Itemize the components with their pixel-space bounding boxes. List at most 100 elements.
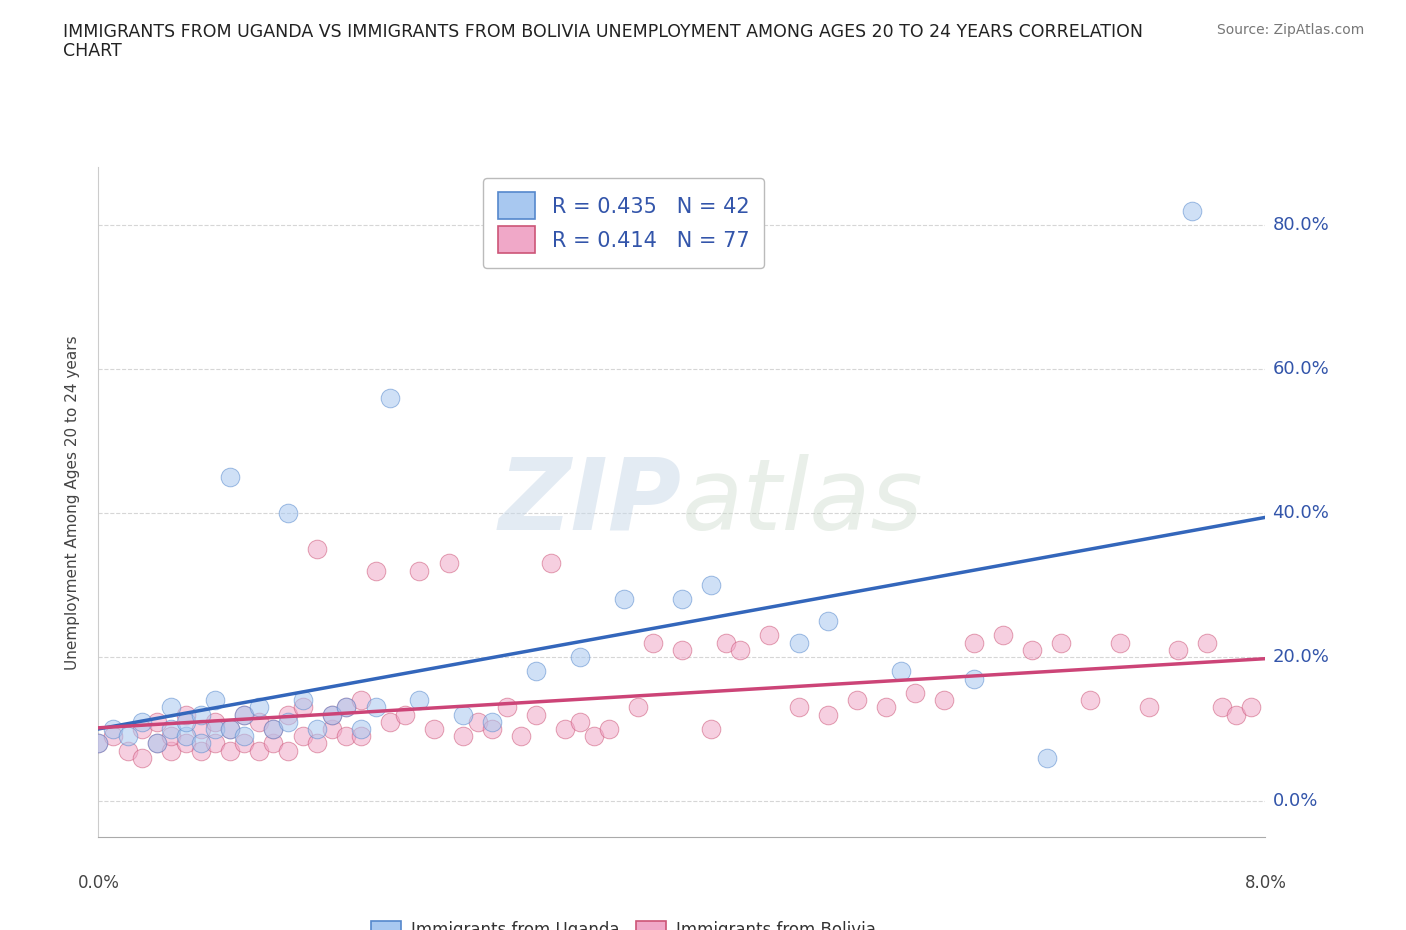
Point xyxy=(247,700,270,715)
Point xyxy=(218,743,240,758)
Point xyxy=(350,722,373,737)
Point xyxy=(146,736,169,751)
Point xyxy=(540,556,562,571)
Point xyxy=(174,714,197,729)
Point xyxy=(350,693,373,708)
Point xyxy=(568,649,591,664)
Point xyxy=(524,707,547,722)
Point xyxy=(1108,635,1130,650)
Point xyxy=(423,722,446,737)
Point xyxy=(641,635,664,650)
Point xyxy=(218,722,240,737)
Text: 0.0%: 0.0% xyxy=(1272,792,1317,810)
Point xyxy=(117,729,139,744)
Point xyxy=(1211,700,1233,715)
Point xyxy=(190,736,212,751)
Text: ZIP: ZIP xyxy=(499,454,682,551)
Point xyxy=(146,714,169,729)
Point xyxy=(568,714,591,729)
Point xyxy=(204,722,226,737)
Text: IMMIGRANTS FROM UGANDA VS IMMIGRANTS FROM BOLIVIA UNEMPLOYMENT AMONG AGES 20 TO : IMMIGRANTS FROM UGANDA VS IMMIGRANTS FRO… xyxy=(63,23,1143,41)
Point xyxy=(160,743,183,758)
Point xyxy=(378,391,402,405)
Point xyxy=(451,707,474,722)
Point xyxy=(875,700,897,715)
Point xyxy=(204,736,226,751)
Y-axis label: Unemployment Among Ages 20 to 24 years: Unemployment Among Ages 20 to 24 years xyxy=(65,335,80,670)
Point xyxy=(728,643,751,658)
Point xyxy=(321,707,343,722)
Point xyxy=(277,506,299,521)
Point xyxy=(845,693,868,708)
Point xyxy=(277,707,299,722)
Text: 8.0%: 8.0% xyxy=(1244,874,1286,892)
Point xyxy=(291,693,314,708)
Point xyxy=(451,729,474,744)
Point xyxy=(247,714,270,729)
Point xyxy=(1050,635,1073,650)
Point xyxy=(87,736,110,751)
Point xyxy=(364,564,387,578)
Point xyxy=(962,635,984,650)
Point xyxy=(291,700,314,715)
Text: 60.0%: 60.0% xyxy=(1272,360,1329,378)
Text: 40.0%: 40.0% xyxy=(1272,504,1329,522)
Point xyxy=(117,743,139,758)
Point xyxy=(817,614,839,629)
Point xyxy=(408,564,430,578)
Point xyxy=(101,729,124,744)
Point xyxy=(131,751,153,765)
Point xyxy=(583,729,606,744)
Point xyxy=(714,635,737,650)
Point xyxy=(131,722,153,737)
Point xyxy=(174,729,197,744)
Point xyxy=(277,714,299,729)
Point xyxy=(700,578,723,592)
Point xyxy=(87,736,110,751)
Point xyxy=(321,707,343,722)
Point xyxy=(890,664,912,679)
Point xyxy=(190,722,212,737)
Point xyxy=(307,541,329,556)
Point xyxy=(233,707,256,722)
Text: 0.0%: 0.0% xyxy=(77,874,120,892)
Point xyxy=(598,722,620,737)
Point xyxy=(481,722,503,737)
Point xyxy=(218,722,240,737)
Point xyxy=(335,700,357,715)
Point xyxy=(335,729,357,744)
Point xyxy=(627,700,650,715)
Point xyxy=(1021,643,1043,658)
Point xyxy=(1181,203,1204,218)
Point xyxy=(496,700,519,715)
Point xyxy=(174,707,197,722)
Point xyxy=(262,736,284,751)
Point xyxy=(1080,693,1102,708)
Point xyxy=(1137,700,1160,715)
Point xyxy=(612,592,634,607)
Point xyxy=(904,685,927,700)
Point xyxy=(934,693,956,708)
Point xyxy=(262,722,284,737)
Text: atlas: atlas xyxy=(682,454,924,551)
Point xyxy=(335,700,357,715)
Point xyxy=(524,664,547,679)
Point xyxy=(510,729,533,744)
Point xyxy=(247,743,270,758)
Point xyxy=(262,722,284,737)
Point xyxy=(1225,707,1247,722)
Text: CHART: CHART xyxy=(63,42,122,60)
Point xyxy=(1167,643,1189,658)
Point xyxy=(160,729,183,744)
Point xyxy=(174,736,197,751)
Point xyxy=(671,643,693,658)
Text: 20.0%: 20.0% xyxy=(1272,648,1329,666)
Point xyxy=(817,707,839,722)
Point xyxy=(233,729,256,744)
Point xyxy=(787,700,810,715)
Point xyxy=(437,556,460,571)
Point xyxy=(408,693,430,708)
Point xyxy=(277,743,299,758)
Point xyxy=(218,470,240,485)
Point xyxy=(378,714,402,729)
